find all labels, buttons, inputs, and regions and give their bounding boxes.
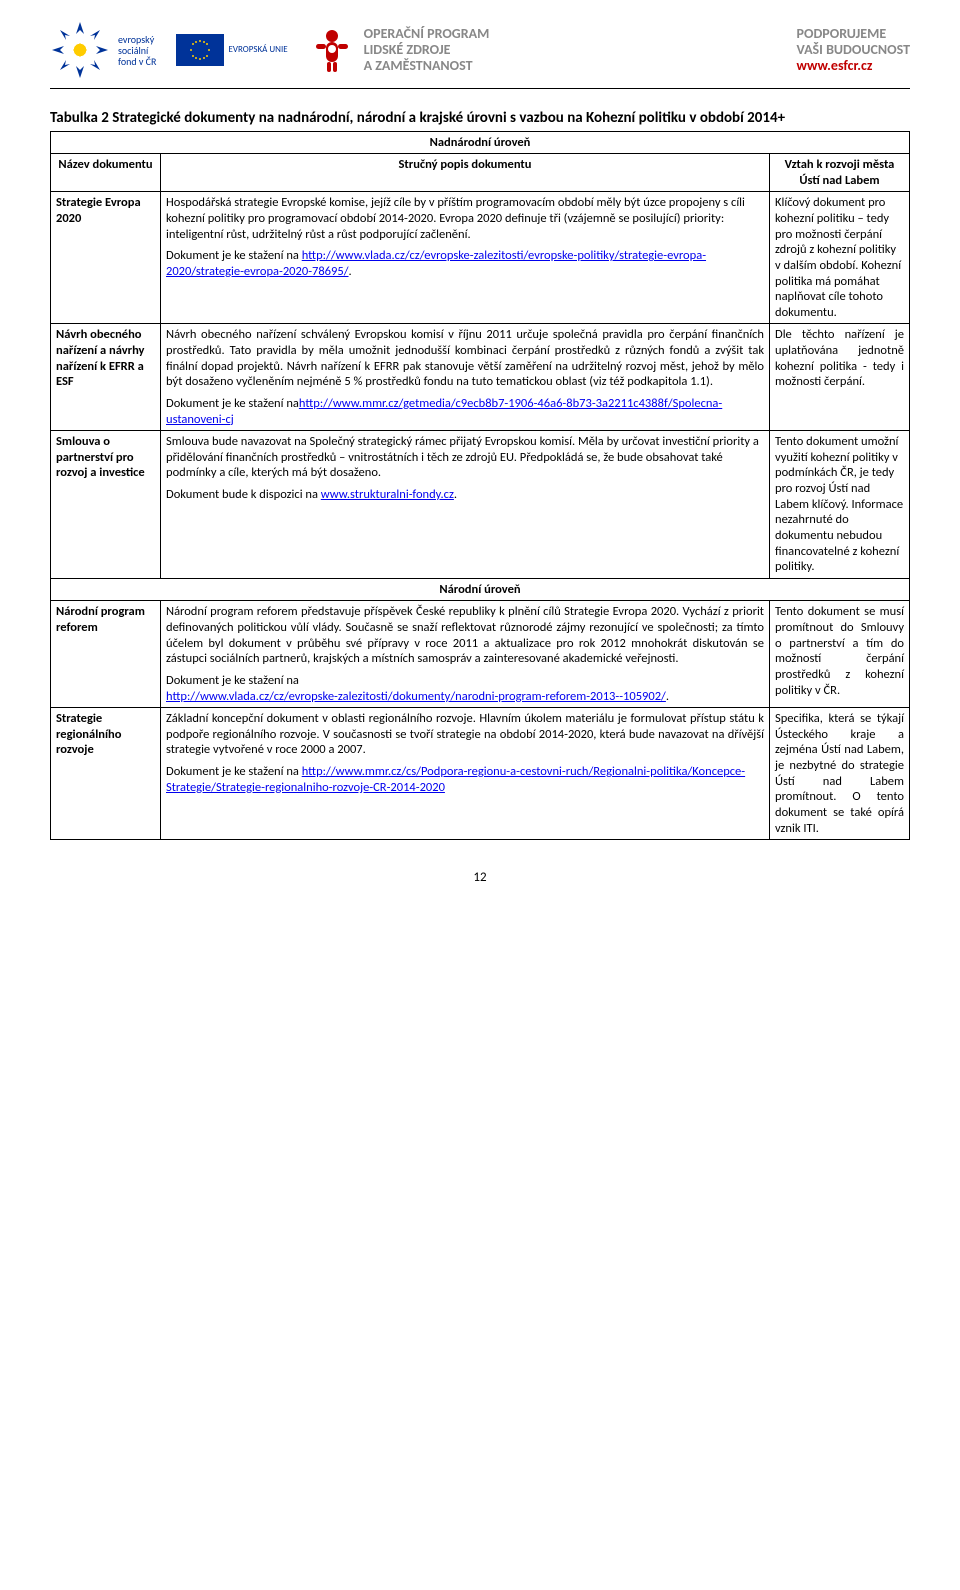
support-url: www.esfcr.cz [797,58,910,74]
section-header-national: Národní úroveň [51,578,910,601]
esf-logo-text: evropský sociální fond v ČR [118,34,156,67]
documents-table: Nadnárodní úroveň Název dokumentu Stručn… [50,131,910,841]
doc-rel: Tento dokument se musí promítnout do Sml… [770,601,910,708]
esf-text-3: fond v ČR [118,56,156,67]
doc-rel: Specifika, která se týkají Ústeckého kra… [770,708,910,840]
eu-flag-icon [176,34,224,66]
desc-p2: Dokument je ke stažení na http://www.vla… [166,248,764,279]
header-logo-bar: evropský sociální fond v ČR EVROPSKÁ UNI… [50,20,910,89]
doc-rel: Tento dokument umožní využití kohezní po… [770,431,910,579]
desc-p2-post: . [666,689,669,704]
col-desc-header: Stručný popis dokumentu [161,154,770,192]
desc-p1: Návrh obecného nařízení schválený Evrops… [166,327,764,390]
table-title: Tabulka 2 Strategické dokumenty na nadná… [50,109,910,129]
desc-p2: Dokument je ke stažení na http://www.vla… [166,673,764,704]
doc-desc: Národní program reforem představuje přís… [161,601,770,708]
page-number: 12 [50,870,910,887]
support-text: PODPORUJEME VAŠI BUDOUCNOST www.esfcr.cz [797,26,910,74]
esf-star-icon [50,20,110,80]
doc-name: Strategie Evropa 2020 [51,192,161,324]
support-line2: VAŠI BUDOUCNOST [797,42,910,58]
col-name-header: Název dokumentu [51,154,161,192]
doc-desc: Návrh obecného nařízení schválený Evrops… [161,324,770,431]
doc-name: Smlouva o partnerství pro rozvoj a inves… [51,431,161,579]
op-person-icon [308,26,356,74]
desc-p1: Základní koncepční dokument v oblasti re… [166,711,764,758]
esf-text-2: sociální [118,45,156,56]
table-row: Národní program reforem Národní program … [51,601,910,708]
col-rel-header: Vztah k rozvoji města Ústí nad Labem [770,154,910,192]
doc-rel: Dle těchto nařízení je uplatňována jedno… [770,324,910,431]
doc-desc: Základní koncepční dokument v oblasti re… [161,708,770,840]
op-line3: A ZAMĚSTNANOST [364,58,490,74]
op-line2: LIDSKÉ ZDROJE [364,42,490,58]
doc-name: Návrh obecného nařízení a návrhy nařízen… [51,324,161,431]
doc-desc: Smlouva bude navazovat na Společný strat… [161,431,770,579]
table-row: Strategie regionálního rozvoje Základní … [51,708,910,840]
header-row: Název dokumentu Stručný popis dokumentu … [51,154,910,192]
desc-p2-post: . [349,264,352,279]
section-national-label: Národní úroveň [51,578,910,601]
table-row: Smlouva o partnerství pro rozvoj a inves… [51,431,910,579]
desc-p1: Smlouva bude navazovat na Společný strat… [166,434,764,481]
table-row: Návrh obecného nařízení a návrhy nařízen… [51,324,910,431]
desc-p2: Dokument bude k dispozici na www.struktu… [166,487,764,503]
doc-link[interactable]: www.strukturalni-fondy.cz [321,487,454,502]
esf-logo: evropský sociální fond v ČR [50,20,156,80]
op-logo: OPERAČNÍ PROGRAM LIDSKÉ ZDROJE A ZAMĚSTN… [308,26,490,74]
desc-p2: Dokument je ke stažení na http://www.mmr… [166,764,764,795]
desc-p1: Národní program reforem představuje přís… [166,604,764,667]
desc-p2-pre: Dokument je ke stažení na [166,248,302,263]
desc-p2-post: . [454,487,457,502]
section-header-supra: Nadnárodní úroveň [51,131,910,154]
esf-text-1: evropský [118,34,156,45]
op-line1: OPERAČNÍ PROGRAM [364,26,490,42]
section-supra-label: Nadnárodní úroveň [51,131,910,154]
desc-p2-pre: Dokument bude k dispozici na [166,487,321,502]
support-line1: PODPORUJEME [797,26,910,42]
doc-name: Národní program reforem [51,601,161,708]
doc-name: Strategie regionálního rozvoje [51,708,161,840]
desc-p1: Hospodářská strategie Evropské komise, j… [166,195,764,242]
doc-desc: Hospodářská strategie Evropské komise, j… [161,192,770,324]
doc-rel: Klíčový dokument pro kohezní politiku – … [770,192,910,324]
eu-logo: EVROPSKÁ UNIE [176,34,287,66]
desc-p2-pre: Dokument je ke stažení na [166,764,302,779]
table-row: Strategie Evropa 2020 Hospodářská strate… [51,192,910,324]
op-logo-text: OPERAČNÍ PROGRAM LIDSKÉ ZDROJE A ZAMĚSTN… [364,26,490,74]
desc-p2: Dokument je ke stažení nahttp://www.mmr.… [166,396,764,427]
doc-link[interactable]: http://www.vlada.cz/cz/evropske-zalezito… [166,689,666,704]
desc-p2-pre: Dokument je ke stažení na [166,396,299,411]
eu-label: EVROPSKÁ UNIE [228,44,287,56]
desc-p2-pre: Dokument je ke stažení na [166,673,764,689]
